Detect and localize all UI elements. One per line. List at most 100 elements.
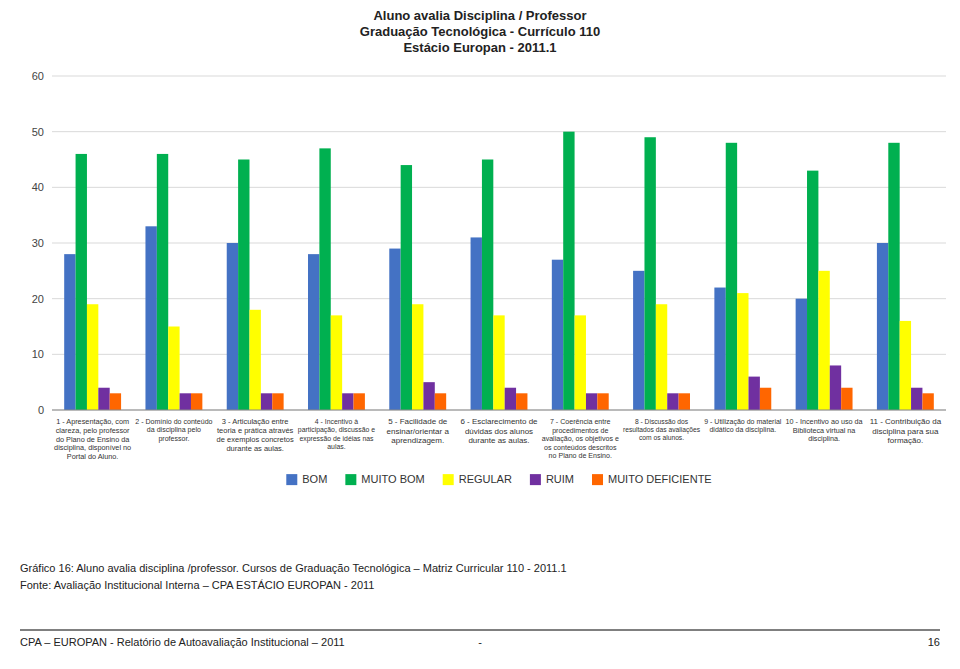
bar <box>308 254 319 410</box>
x-tick-label-line: disciplina para sua <box>872 427 939 436</box>
bar <box>98 388 109 410</box>
x-tick-label-line: participação, discussão e <box>298 426 375 434</box>
legend-swatch <box>286 474 297 485</box>
x-tick-label-line: da disciplina pelo <box>147 426 201 434</box>
x-tick-label-line: 8 - Discussão dos <box>635 418 689 425</box>
x-tick-label-line: durante as aulas. <box>226 444 284 453</box>
x-tick-label: 2 - Domínio do conteúdoda disciplina pel… <box>135 418 212 443</box>
footer: Gráfico 16: Aluno avalia disciplina /pro… <box>20 562 940 648</box>
x-tick-label-line: 10 - Incentivo ao uso da <box>786 417 864 426</box>
legend-swatch <box>443 474 454 485</box>
series <box>110 388 934 410</box>
bar <box>168 327 179 411</box>
legend-label: MUITO BOM <box>361 473 424 485</box>
bar <box>575 315 586 410</box>
bar <box>87 304 98 410</box>
bars <box>64 132 934 410</box>
annotation: Fonte: Avaliação Institucional Interna –… <box>20 579 374 591</box>
x-tick-label-line: dúvidas dos alunos <box>465 427 533 436</box>
x-tick-label-line: 6 - Esclarecimento de <box>460 417 538 426</box>
bar <box>227 243 238 410</box>
bar <box>888 143 899 410</box>
x-tick-label: 7 - Coerência entreprocedimentos deavali… <box>542 418 619 460</box>
legend-swatch <box>530 474 541 485</box>
annotation: - <box>478 636 482 648</box>
series <box>64 226 888 410</box>
x-tick-label-line: 11 - Contribuição da <box>870 417 942 426</box>
bar <box>157 154 168 410</box>
x-tick-label-line: durante as aulas. <box>468 436 529 445</box>
grid-line <box>52 76 946 77</box>
title: Aluno avalia Disciplina / ProfessorGradu… <box>360 8 600 55</box>
bar <box>679 393 690 410</box>
bar <box>482 160 493 411</box>
x-tick-label-line: 3 - Articulação entre <box>222 417 289 426</box>
y-tick-label: 60 <box>32 70 44 82</box>
bar <box>633 271 644 410</box>
x-tick-label-line: expressão de idéias nas <box>299 435 374 443</box>
grid-line <box>52 410 946 411</box>
legend-item: REGULAR <box>443 473 512 485</box>
x-axis: 1 - Apresentação, comclareza, pelo profe… <box>54 417 942 461</box>
bar <box>412 304 423 410</box>
x-tick-label: 4 - Incentivo àparticipação, discussão e… <box>298 418 375 450</box>
x-tick-label-line: aprendizagem. <box>391 436 444 445</box>
bar <box>667 393 678 410</box>
legend-swatch <box>345 474 356 485</box>
bar <box>796 299 807 410</box>
bar <box>552 260 563 410</box>
bar <box>877 243 888 410</box>
bar <box>922 393 933 410</box>
legend-item: MUITO BOM <box>345 473 424 485</box>
bar <box>726 143 737 410</box>
x-tick-label: 9 - Utilização do materialdidático da di… <box>704 418 782 434</box>
series <box>76 132 900 410</box>
x-tick-label-line: didático da disciplina. <box>709 426 776 434</box>
x-tick-label-line: teoria e prática através <box>217 426 294 435</box>
x-tick-label-line: Biblioteca virtual na <box>793 426 857 435</box>
x-tick-label-line: avaliação, os objetivos e <box>542 435 619 443</box>
y-tick-label: 0 <box>38 404 44 416</box>
y-axis: 0102030405060 <box>32 70 44 416</box>
annotation: 16 <box>928 636 940 648</box>
x-tick-label: 3 - Articulação entreteoria e prática at… <box>217 417 294 453</box>
x-tick-label-line: 5 - Facilidade de <box>388 417 448 426</box>
x-tick-label-line: de exemplos concretos <box>217 435 294 444</box>
x-tick-label: 10 - Incentivo ao uso daBiblioteca virtu… <box>786 417 864 443</box>
series <box>87 271 911 410</box>
legend-item: MUITO DEFICIENTE <box>592 473 712 485</box>
bar <box>586 393 597 410</box>
x-tick-label-line: com os alunos. <box>639 434 684 441</box>
x-tick-label-line: Portal do Aluno. <box>67 452 119 461</box>
bar <box>435 393 446 410</box>
legend-item: RUIM <box>530 473 574 485</box>
x-tick-label: 11 - Contribuição dadisciplina para suaf… <box>870 417 942 445</box>
bar <box>76 154 87 410</box>
annotation: CPA – EUROPAN - Relatório de Autoavaliaç… <box>20 636 345 648</box>
bar <box>714 288 725 410</box>
title-line: Graduação Tecnológica - Currículo 110 <box>360 24 600 39</box>
legend-label: BOM <box>302 473 327 485</box>
bar <box>471 237 482 410</box>
bar <box>656 304 667 410</box>
bar <box>841 388 852 410</box>
legend-item: BOM <box>286 473 327 485</box>
bar <box>180 393 191 410</box>
bar <box>261 393 272 410</box>
title-line: Estácio Europan - 2011.1 <box>403 40 556 55</box>
bar <box>563 132 574 410</box>
legend-label: REGULAR <box>459 473 512 485</box>
y-tick-label: 40 <box>32 181 44 193</box>
x-tick-label: 5 - Facilidade deensinar/orientar aapren… <box>387 417 450 445</box>
legend-swatch <box>592 474 603 485</box>
bar <box>389 249 400 410</box>
x-tick-label-line: disciplina. <box>808 434 840 443</box>
y-tick-label: 20 <box>32 293 44 305</box>
x-tick-label-line: do Plano de Ensino da <box>56 435 130 444</box>
bar <box>145 226 156 410</box>
legend-label: MUITO DEFICIENTE <box>608 473 712 485</box>
chart: Aluno avalia Disciplina / ProfessorGradu… <box>0 0 960 669</box>
grid-line <box>52 131 946 132</box>
bar <box>342 393 353 410</box>
bar <box>644 137 655 410</box>
